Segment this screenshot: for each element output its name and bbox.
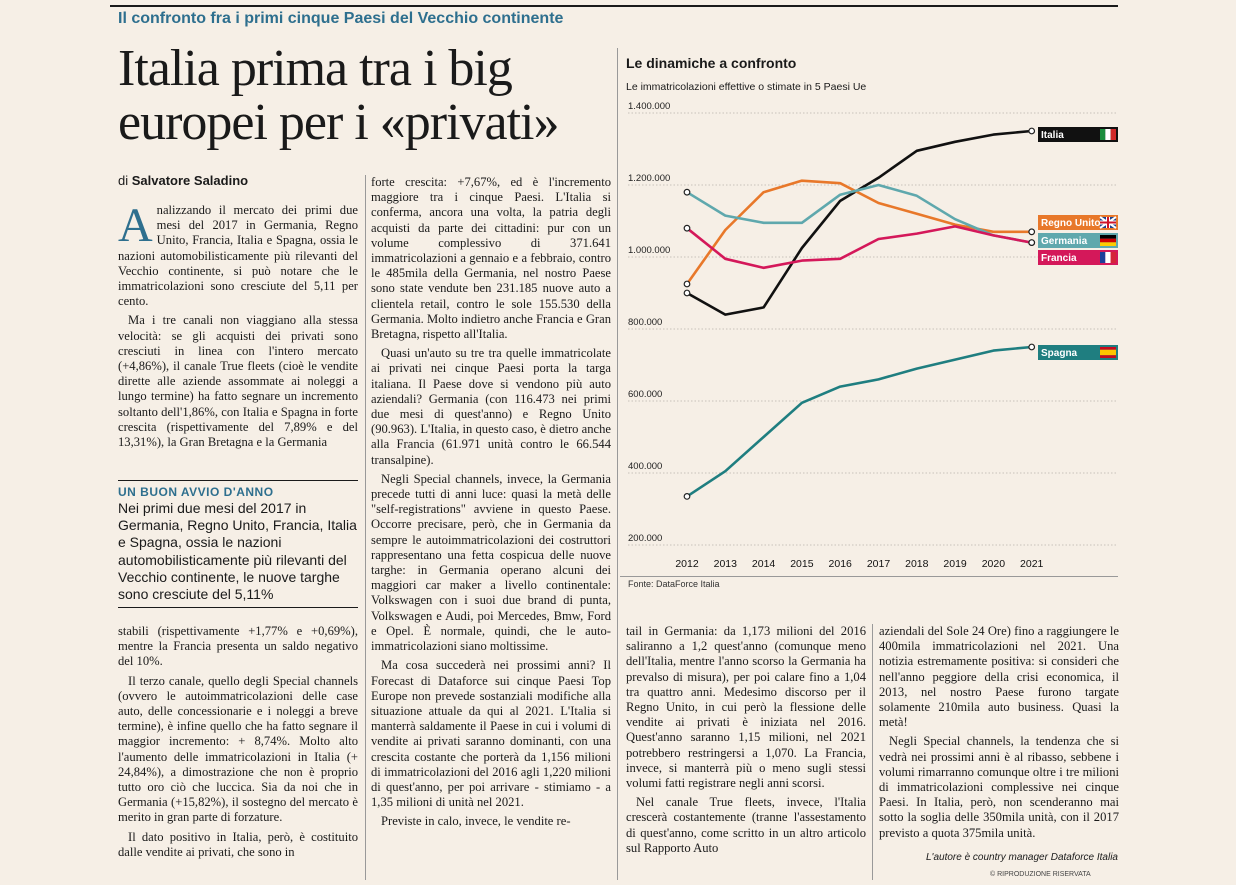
data-point xyxy=(683,224,691,232)
paragraph: Previste in calo, invece, le vendite re- xyxy=(381,814,571,829)
flag-stripe xyxy=(1100,252,1106,263)
paragraph: Nel canale True fleets, invece, l'Italia… xyxy=(626,795,866,855)
flag-stripe xyxy=(1100,238,1116,243)
x-tick-label: 2019 xyxy=(943,558,967,570)
paragraph: Ma cosa succederà nei prossimi anni? Il … xyxy=(371,658,611,810)
box-bottom-rule xyxy=(118,607,358,608)
x-tick-label: 2016 xyxy=(829,558,853,570)
box-top-rule xyxy=(118,480,358,481)
data-point xyxy=(1028,228,1036,236)
series-line-francia xyxy=(686,225,1032,270)
series-label: Regno Unito xyxy=(1041,218,1100,229)
data-point xyxy=(1028,343,1036,351)
dropcap: A xyxy=(118,199,153,252)
column-1-continued: stabili (rispettivamente +1,77% e +0,69%… xyxy=(118,624,358,864)
flag-stripe xyxy=(1105,129,1111,140)
column-4: aziendali del Sole 24 Ore) fino a raggiu… xyxy=(879,624,1119,845)
chart-title: Le dinamiche a confronto xyxy=(626,55,797,71)
x-tick-label: 2021 xyxy=(1020,558,1044,570)
paragraph: Negli Special channels, la tendenza che … xyxy=(879,734,1119,840)
series-label-box xyxy=(1038,127,1118,142)
x-tick-label: 2017 xyxy=(867,558,891,570)
series-label: Italia xyxy=(1041,130,1064,141)
byline: di Salvatore Saladino xyxy=(118,173,248,188)
series-label-box xyxy=(1038,345,1118,360)
byline-prefix: di xyxy=(118,173,129,188)
series-line-spagna xyxy=(686,345,1032,498)
y-tick-label: 800.000 xyxy=(628,317,662,328)
series-label: Spagna xyxy=(1041,348,1078,359)
flag-stripe xyxy=(1100,347,1116,350)
x-tick-label: 2014 xyxy=(752,558,776,570)
column-3: tail in Germania: da 1,173 milioni del 2… xyxy=(626,624,866,860)
flag-stripe xyxy=(1110,129,1116,140)
flag-cross xyxy=(1100,221,1116,224)
kicker: Il confronto fra i primi cinque Paesi de… xyxy=(118,10,564,27)
x-tick-label: 2012 xyxy=(675,558,699,570)
flag-stripe xyxy=(1110,252,1116,263)
paragraph: Quasi un'auto su tre tra quelle immatric… xyxy=(371,346,611,467)
byline-author: Salvatore Saladino xyxy=(131,173,249,188)
paragraph: Negli Special channels, invece, la Germa… xyxy=(371,471,611,654)
flag-stripe xyxy=(1100,129,1106,140)
column-2: forte crescita: +7,67%, ed è l'increment… xyxy=(371,175,611,834)
column-divider xyxy=(365,175,366,880)
column-1: A nalizzando il mercato dei primi due me… xyxy=(118,199,358,454)
author-signature: L'autore è country manager Dataforce Ita… xyxy=(925,852,1118,863)
box-heading: UN BUON AVVIO D'ANNO xyxy=(118,485,274,499)
data-point xyxy=(683,493,691,500)
y-tick-label: 1.400.000 xyxy=(628,101,670,112)
paragraph: aziendali del Sole 24 Ore) fino a raggiu… xyxy=(879,624,1119,730)
data-point xyxy=(1028,239,1036,247)
flag-stripe xyxy=(1100,235,1116,239)
paragraph: forte crescita: +7,67%, ed è l'increment… xyxy=(371,175,611,342)
data-point xyxy=(683,188,691,196)
flag-stripe xyxy=(1100,355,1116,358)
flag-stripe xyxy=(1105,252,1111,263)
copyright-note: © RIPRODUZIONE RISERVATA xyxy=(990,871,1091,878)
data-point xyxy=(1028,127,1036,135)
x-tick-label: 2020 xyxy=(982,558,1006,570)
series-label-box xyxy=(1038,215,1118,230)
x-tick-label: 2015 xyxy=(790,558,814,570)
y-tick-label: 200.000 xyxy=(628,533,662,544)
y-tick-label: 600.000 xyxy=(628,389,662,400)
data-point xyxy=(683,280,691,288)
series-line-germania xyxy=(686,183,1032,244)
y-tick-label: 1.000.000 xyxy=(628,245,670,256)
paragraph: Il terzo canale, quello degli Special ch… xyxy=(118,673,358,825)
series-label: Francia xyxy=(1041,253,1077,264)
x-tick-label: 2018 xyxy=(905,558,929,570)
flag-stripe xyxy=(1100,242,1116,246)
chart-bottom-rule xyxy=(620,576,1118,577)
paragraph: Il dato positivo in Italia, però, è cost… xyxy=(118,829,358,859)
series-label-box xyxy=(1038,233,1118,248)
series-label: Germania xyxy=(1041,236,1088,247)
y-tick-label: 400.000 xyxy=(628,461,662,472)
column-divider xyxy=(617,48,618,880)
line-chart: 200.000 400.000 600.000 800.000 1.000.000 1.2… xyxy=(628,101,1118,570)
box-text: Nei primi due mesi del 2017 in Germania,… xyxy=(118,500,357,603)
paragraph: nalizzando il mercato dei primi due mesi… xyxy=(118,203,358,309)
x-tick-label: 2013 xyxy=(714,558,738,570)
chart-subtitle: Le immatricolazioni effettive o stimate … xyxy=(626,81,867,93)
paragraph: Ma i tre canali non viaggiano alla stess… xyxy=(118,313,358,450)
flag-stripe xyxy=(1100,349,1116,356)
series-label-box xyxy=(1038,250,1118,265)
data-point xyxy=(683,289,691,297)
top-rule xyxy=(110,5,1118,7)
y-tick-label: 1.200.000 xyxy=(628,173,670,184)
headline: Italia prima tra i big europei per i «pr… xyxy=(118,40,560,151)
column-divider xyxy=(872,624,873,880)
series-line-italia xyxy=(686,129,1032,316)
paragraph: stabili (rispettivamente +1,77% e +0,69%… xyxy=(118,624,358,669)
paragraph: tail in Germania: da 1,173 milioni del 2… xyxy=(626,624,866,791)
chart-source: Fonte: DataForce Italia xyxy=(628,579,720,589)
